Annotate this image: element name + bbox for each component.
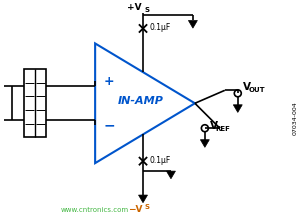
- Text: −: −: [103, 118, 115, 132]
- Text: +V: +V: [127, 2, 142, 12]
- Text: +: +: [104, 75, 114, 88]
- Text: S: S: [144, 204, 149, 210]
- Polygon shape: [200, 140, 209, 147]
- Text: 0.1μF: 0.1μF: [149, 23, 170, 32]
- Polygon shape: [233, 105, 242, 112]
- Text: S: S: [144, 7, 149, 12]
- Text: 0.1μF: 0.1μF: [149, 156, 170, 165]
- Polygon shape: [138, 195, 147, 203]
- Text: OUT: OUT: [249, 87, 265, 93]
- Text: REF: REF: [216, 126, 231, 132]
- Text: −V: −V: [128, 205, 142, 214]
- Text: IN-AMP: IN-AMP: [118, 96, 164, 106]
- Text: V: V: [243, 82, 251, 92]
- Polygon shape: [188, 20, 197, 28]
- Text: www.cntronics.com: www.cntronics.com: [60, 207, 128, 213]
- Text: 07034-004: 07034-004: [293, 101, 298, 135]
- Bar: [24, 69, 46, 137]
- Text: V: V: [210, 121, 218, 131]
- Polygon shape: [166, 171, 175, 179]
